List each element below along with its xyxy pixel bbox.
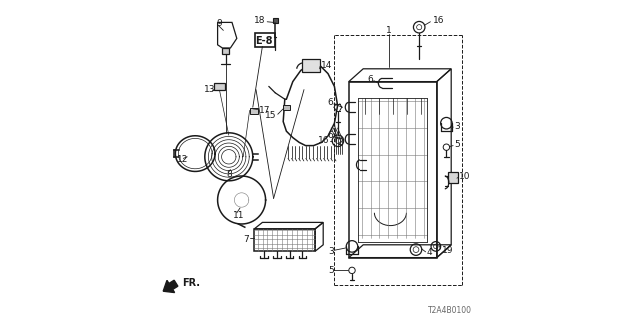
FancyBboxPatch shape (223, 48, 230, 54)
Text: T2A4B0100: T2A4B0100 (428, 306, 472, 315)
Text: 17: 17 (259, 106, 270, 115)
Text: E-8: E-8 (255, 36, 273, 46)
Text: 13: 13 (204, 85, 215, 94)
Text: 12: 12 (177, 156, 188, 164)
Text: 6: 6 (328, 131, 333, 140)
Text: 10: 10 (458, 172, 470, 181)
Text: 4: 4 (427, 248, 432, 257)
FancyBboxPatch shape (302, 59, 320, 72)
FancyBboxPatch shape (250, 108, 258, 114)
Text: 8: 8 (227, 170, 232, 179)
FancyBboxPatch shape (214, 83, 225, 90)
Text: 5: 5 (328, 266, 334, 275)
Text: 11: 11 (233, 212, 244, 220)
Text: 14: 14 (321, 61, 332, 70)
Text: 3: 3 (454, 122, 460, 131)
Text: 16: 16 (317, 136, 329, 145)
Text: 6: 6 (367, 76, 372, 84)
Text: 5: 5 (454, 140, 460, 149)
Text: 18: 18 (254, 16, 266, 25)
Text: 1: 1 (386, 26, 392, 35)
FancyBboxPatch shape (448, 172, 458, 183)
Text: 15: 15 (266, 111, 277, 120)
FancyBboxPatch shape (273, 18, 278, 23)
Text: 7: 7 (243, 235, 249, 244)
FancyBboxPatch shape (283, 105, 291, 110)
Text: 19: 19 (442, 246, 453, 255)
Text: FR.: FR. (182, 278, 200, 288)
Text: 2: 2 (338, 138, 343, 147)
Text: 3: 3 (328, 247, 334, 256)
Text: 16: 16 (433, 16, 444, 25)
Text: 9: 9 (216, 20, 221, 28)
Text: 6: 6 (328, 98, 333, 107)
FancyArrow shape (163, 280, 178, 292)
